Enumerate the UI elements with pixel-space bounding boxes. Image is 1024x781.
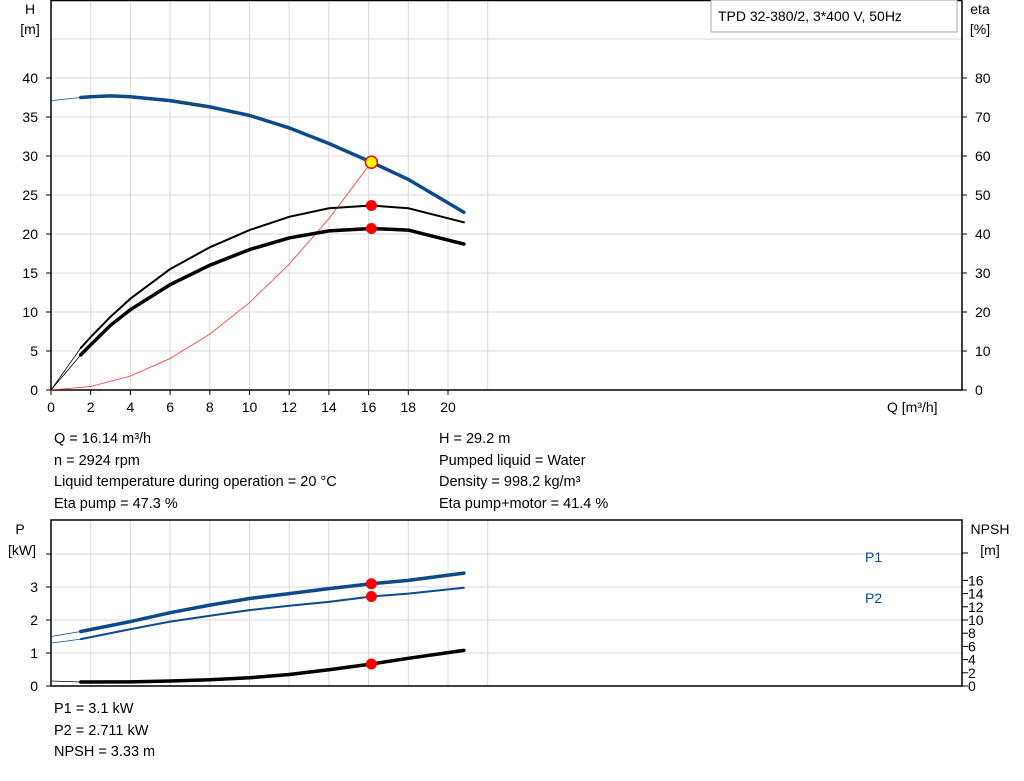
y2-axis-unit: [%] bbox=[970, 21, 990, 37]
y2-tick-label: 20 bbox=[975, 304, 991, 320]
y2-tick-label: 0 bbox=[968, 678, 976, 694]
npsh-curve-extrapolated bbox=[50, 680, 81, 683]
system-curve bbox=[50, 161, 372, 391]
y-tick-label: 1 bbox=[30, 645, 38, 661]
x-tick-label: 20 bbox=[440, 399, 456, 415]
y-tick-label: 0 bbox=[30, 382, 38, 398]
head-curve bbox=[79, 94, 466, 214]
info-npsh: NPSH = 3.33 m bbox=[54, 744, 156, 760]
eta-pump-curve-extrapolated bbox=[50, 347, 82, 391]
info-flow: Q = 16.14 m³/h bbox=[54, 431, 152, 447]
y-tick-label: 15 bbox=[22, 265, 38, 281]
duty-point-marker bbox=[364, 155, 379, 169]
info-eta-pump-motor: Eta pump+motor = 41.4 % bbox=[439, 495, 609, 512]
y2-tick-label: 10 bbox=[975, 343, 991, 359]
plot-frame bbox=[50, 519, 963, 687]
x-tick-label: 6 bbox=[166, 399, 174, 415]
info-density: Density = 998.2 kg/m³ bbox=[439, 474, 581, 490]
p2-marker bbox=[365, 591, 377, 603]
info-left: Q = 16.14 m³/h n = 2924 rpm Liquid tempe… bbox=[54, 429, 337, 515]
y2-tick-label: 14 bbox=[968, 586, 984, 602]
x-tick-label: 18 bbox=[401, 399, 417, 415]
x-tick-label: 12 bbox=[281, 399, 297, 415]
y2-tick-label: 2 bbox=[968, 665, 976, 681]
chart-title: TPD 32-380/2, 3*400 V, 50Hz bbox=[718, 8, 902, 24]
npsh-curve bbox=[79, 648, 466, 684]
info-eta-pump: Eta pump = 47.3 % bbox=[54, 495, 178, 512]
info-p1: P1 = 3.1 kW bbox=[54, 701, 134, 717]
y2-tick-label: 6 bbox=[968, 638, 976, 654]
y2-tick-label: 70 bbox=[975, 109, 991, 125]
x-axis-label: Q [m³/h] bbox=[887, 399, 938, 415]
y-axis-label: H bbox=[25, 1, 35, 17]
eta-pump-motor-curve-extrapolated bbox=[50, 354, 82, 391]
y-tick-label: 5 bbox=[30, 343, 38, 359]
eta-pump-motor-marker bbox=[365, 223, 377, 235]
y2-axis-unit: [m] bbox=[980, 542, 999, 558]
model-title-box: TPD 32-380/2, 3*400 V, 50Hz bbox=[710, 0, 958, 33]
y2-axis-label: NPSH bbox=[971, 521, 1010, 537]
y-tick-label: 3 bbox=[30, 579, 38, 595]
eta-pump-marker bbox=[365, 200, 377, 212]
y-tick-label: 30 bbox=[22, 148, 38, 164]
info-head: H = 29.2 m bbox=[439, 431, 511, 447]
eta-pump-motor-curve bbox=[79, 226, 466, 357]
y2-tick-label: 60 bbox=[975, 148, 991, 164]
x-tick-label: 4 bbox=[127, 399, 135, 415]
x-tick-label: 14 bbox=[321, 399, 337, 415]
y2-tick-label: 50 bbox=[975, 187, 991, 203]
info-liquid: Pumped liquid = Water bbox=[439, 452, 586, 469]
y-axis-label: P bbox=[15, 521, 24, 537]
y2-tick-label: 16 bbox=[968, 572, 984, 588]
y-tick-label: 20 bbox=[22, 226, 38, 242]
p2-label: P2 bbox=[865, 590, 882, 606]
npsh-marker bbox=[365, 658, 377, 670]
x-tick-label: 0 bbox=[47, 399, 55, 415]
info-speed: n = 2924 rpm bbox=[54, 452, 140, 469]
y-tick-label: 0 bbox=[30, 678, 38, 694]
y-tick-label: 10 bbox=[22, 304, 38, 320]
y-axis-unit: [kW] bbox=[8, 542, 36, 558]
head-curve-extrapolated bbox=[50, 97, 81, 101]
title-box-frame bbox=[710, 0, 958, 33]
y2-tick-label: 8 bbox=[968, 625, 976, 641]
x-tick-label: 2 bbox=[87, 399, 95, 415]
p1-curve bbox=[79, 571, 466, 634]
p1-marker bbox=[365, 578, 377, 590]
y2-tick-label: 80 bbox=[975, 70, 991, 86]
y2-tick-label: 4 bbox=[968, 652, 976, 668]
y2-axis-label: eta bbox=[970, 1, 990, 17]
y2-tick-label: 30 bbox=[975, 265, 991, 281]
p2-curve-extrapolated bbox=[50, 638, 81, 644]
y2-tick-label: 10 bbox=[968, 612, 984, 628]
eta-pump-curve bbox=[79, 204, 465, 349]
y2-tick-label: 12 bbox=[968, 599, 984, 615]
x-tick-label: 16 bbox=[361, 399, 377, 415]
x-tick-label: 8 bbox=[206, 399, 214, 415]
info-right: H = 29.2 m Pumped liquid = Water Density… bbox=[439, 429, 608, 515]
y-tick-label: 35 bbox=[22, 109, 38, 125]
info-p2: P2 = 2.711 kW bbox=[54, 722, 149, 739]
y-tick-label: 2 bbox=[30, 612, 38, 628]
y-axis-unit: [m] bbox=[20, 21, 39, 37]
head-efficiency-chart: 0 2 4 6 8 10 12 14 16 18 20 Q [m³/h] 0 5 10 15 20 25 30 35 4… bbox=[20, 0, 991, 415]
info-temperature: Liquid temperature during operation = 20… bbox=[54, 474, 337, 490]
p1-curve-extrapolated bbox=[50, 631, 81, 637]
p1-label: P1 bbox=[865, 549, 882, 565]
info-bottom: P1 = 3.1 kW P2 = 2.711 kW NPSH = 3.33 m bbox=[54, 699, 155, 764]
y2-tick-label: 40 bbox=[975, 226, 991, 242]
p2-curve bbox=[79, 586, 465, 641]
y-tick-label: 25 bbox=[22, 187, 38, 203]
x-tick-label: 10 bbox=[242, 399, 258, 415]
y2-tick-label: 0 bbox=[975, 382, 983, 398]
y-tick-label: 40 bbox=[22, 70, 38, 86]
